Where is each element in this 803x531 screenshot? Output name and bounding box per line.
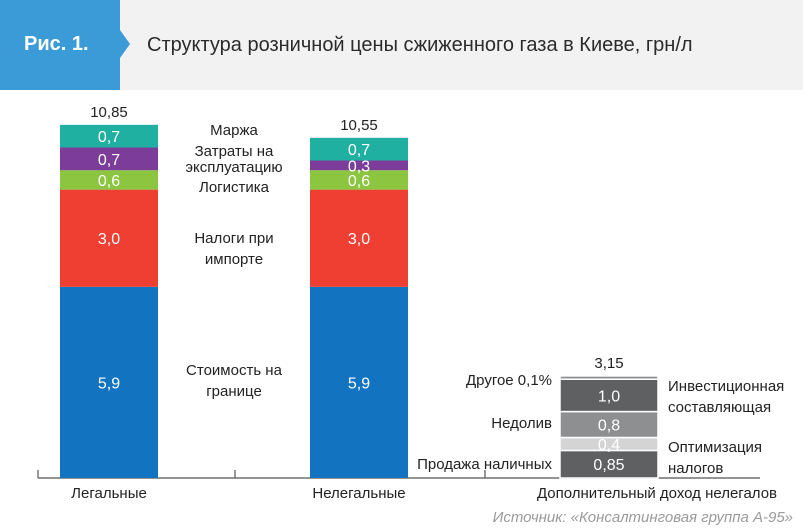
bar-segment-label: 0,7 [98, 152, 120, 169]
bar-segment-label: 0,6 [348, 173, 370, 190]
bar-segment-label: 3,0 [98, 231, 120, 248]
bar-segment-label: 5,9 [98, 375, 120, 392]
bar-segment-label: 0,85 [593, 457, 624, 474]
bar-segment-underfill [559, 410, 659, 439]
bar-segment-logistics [310, 170, 408, 190]
chart-header: Рис. 1. Структура розничной цены сжиженн… [0, 0, 803, 90]
legend-label-cost-at-border: границе [206, 383, 262, 400]
bar-segment-operating_costs [60, 147, 158, 171]
bar-segment-label: 5,9 [348, 375, 370, 392]
side-label-tax-optimization: Оптимизация [668, 439, 762, 456]
legend-label-operating-costs: эксплуатацию [185, 159, 282, 176]
bar-segment-label: 0,4 [598, 437, 620, 454]
side-label-tax-optimization: налогов [668, 460, 723, 477]
figure-tag: Рис. 1. [0, 0, 120, 90]
legend-label-import-taxes: импорте [205, 251, 263, 268]
source-note: Источник: «Консалтинговая группа А-95» [492, 509, 793, 526]
bar-segment-other [559, 375, 659, 380]
bar-total-label: 3,15 [594, 355, 623, 372]
bar-segment-investment [559, 378, 659, 413]
legend-label-operating-costs: Затраты на [195, 143, 274, 160]
category-label: Дополнительный доход нелегалов [537, 485, 777, 502]
category-label: Нелегальные [312, 485, 405, 502]
category-label: Легальные [71, 485, 147, 502]
legend-label-cost-at-border: Стоимость на [186, 362, 283, 379]
side-label-other: Другое 0,1% [466, 372, 552, 389]
bar-segment-operating_costs [310, 160, 408, 171]
figure-tag-arrow-icon [120, 30, 130, 58]
side-label-cash-sales: Продажа наличных [417, 456, 552, 473]
bar-segment-import_taxes [60, 189, 158, 287]
bar-total-label: 10,85 [90, 104, 128, 121]
bar-segment-cost_at_border [310, 286, 408, 478]
bar-segment-import_taxes [310, 189, 408, 287]
bar-segment-label: 1,0 [598, 388, 620, 405]
bar-segment-logistics [60, 170, 158, 190]
bar-segment-margin [60, 124, 158, 148]
bar-segment-label: 0,6 [98, 173, 120, 190]
legend-label-logistics: Логистика [199, 179, 270, 196]
bar-segment-label: 0,7 [98, 129, 120, 146]
legend-label-import-taxes: Налоги при [194, 230, 273, 247]
side-label-underfill: Недолив [491, 415, 552, 432]
bar-segment-cost_at_border [60, 286, 158, 478]
figure-label: Рис. 1. [24, 33, 89, 55]
legend-label-margin: Маржа [210, 122, 258, 139]
bar-segment-label: 0,7 [348, 142, 370, 159]
bar-segment-label: 3,0 [348, 231, 370, 248]
chart-title: Структура розничной цены сжиженного газа… [147, 34, 693, 56]
bar-segment-label: 0,3 [348, 158, 370, 175]
side-label-investment: Инвестиционная [668, 378, 784, 395]
bar-segment-margin [310, 137, 408, 161]
bar-segment-label: 0,8 [598, 418, 620, 435]
side-label-investment: составляющая [668, 399, 771, 416]
bar-total-label: 10,55 [340, 117, 378, 134]
bar-segment-cash_sales [559, 449, 659, 479]
